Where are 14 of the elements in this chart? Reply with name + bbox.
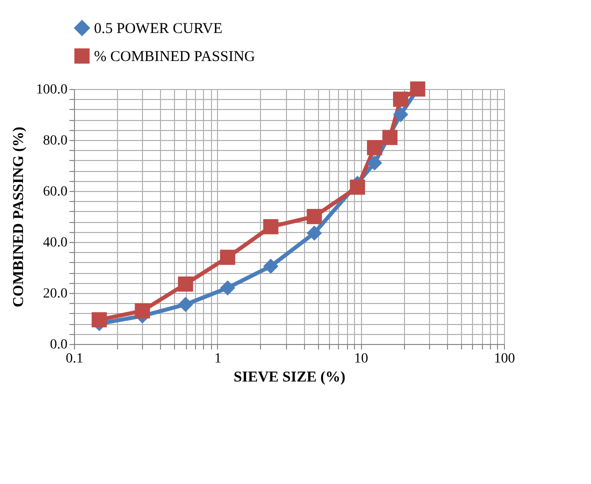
x-tick-label: 100 <box>494 352 515 366</box>
legend-label: 0.5 POWER CURVE <box>94 21 222 37</box>
y-tick-label: 80.0 <box>43 134 68 148</box>
x-tick-label: 10 <box>354 352 368 366</box>
x-tick-label: 0.1 <box>66 352 84 366</box>
y-tick-label: 0.0 <box>50 338 68 352</box>
y-tick-label: 20.0 <box>43 286 68 302</box>
y-tick-label: 100.0 <box>36 82 68 98</box>
x-tick-label: 1 <box>214 352 222 366</box>
legend-label: % COMBINED PASSING <box>94 49 256 65</box>
y-axis-title: COMBINED PASSING (%) <box>11 126 27 308</box>
y-tick-label: 40.0 <box>43 236 68 250</box>
x-axis-title: SIEVE SIZE (%) <box>234 370 346 386</box>
y-tick-label: 60.0 <box>43 184 68 200</box>
